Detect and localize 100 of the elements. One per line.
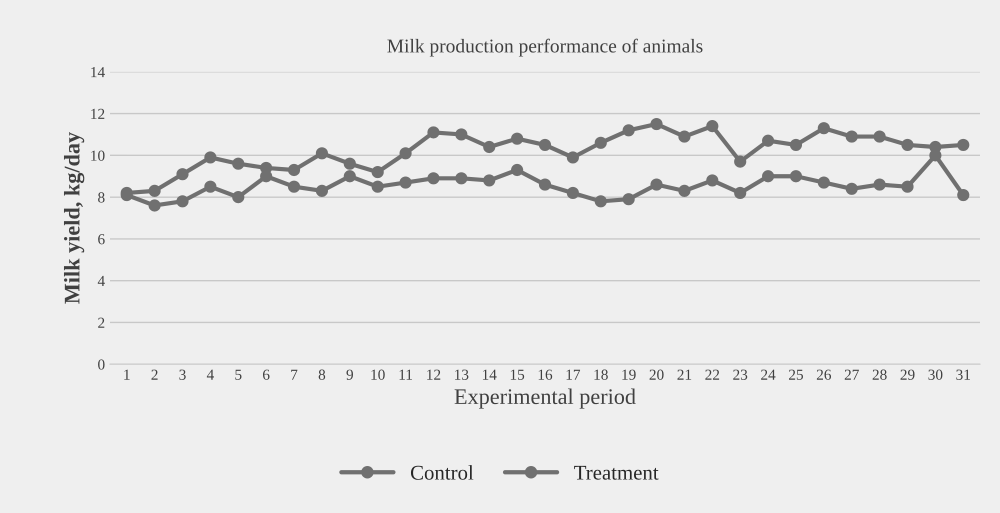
y-tick-label: 8 (98, 192, 105, 203)
point (344, 170, 356, 182)
point (957, 188, 970, 202)
point (650, 118, 663, 130)
x-tick-label: 12 (427, 370, 440, 380)
x-tick-label: 9 (346, 370, 353, 380)
point (678, 184, 690, 197)
y-tick-label: 0 (98, 359, 105, 370)
point (790, 138, 802, 151)
x-tick-label: 3 (179, 370, 186, 380)
x-tick-label: 22 (705, 370, 720, 380)
point (762, 170, 774, 182)
point (566, 151, 579, 164)
point (622, 124, 635, 136)
legend-label: Control (410, 465, 474, 480)
point (874, 130, 886, 143)
x-tick-label: 30 (928, 370, 942, 380)
point (874, 178, 886, 191)
point (622, 193, 635, 206)
point (901, 138, 914, 151)
x-tick-label: 26 (816, 370, 832, 380)
point (734, 156, 746, 168)
point (148, 199, 161, 212)
x-tick-label: 31 (956, 370, 970, 380)
point (316, 184, 328, 197)
point (400, 176, 412, 189)
point (427, 126, 440, 138)
point (288, 164, 300, 176)
point (734, 186, 746, 200)
x-tick-label: 27 (844, 370, 859, 380)
point (232, 191, 244, 204)
point (818, 176, 830, 189)
point (204, 151, 216, 164)
y-axis-title: Milk yield, kg/day (64, 132, 84, 304)
point (846, 182, 858, 195)
point (957, 138, 970, 151)
point (706, 174, 718, 187)
x-tick-label: 23 (733, 370, 748, 380)
x-tick-label: 24 (761, 370, 776, 380)
point (455, 128, 468, 141)
x-tick-label: 15 (510, 370, 524, 380)
x-tick-label: 13 (455, 370, 468, 380)
point (483, 140, 496, 154)
y-tick-label: 12 (91, 108, 104, 119)
point (176, 195, 189, 208)
point (790, 170, 802, 182)
point (483, 174, 496, 187)
point (372, 180, 384, 193)
x-axis-title: Experimental period (454, 388, 636, 409)
x-tick-label: 1 (124, 370, 130, 380)
y-tick-label: 14 (91, 67, 105, 78)
y-tick-label: 4 (98, 276, 105, 286)
x-tick-label: 11 (400, 370, 412, 380)
x-tick-label: 10 (371, 370, 385, 380)
point (818, 122, 830, 134)
x-tick-label: 20 (650, 370, 664, 380)
point (204, 180, 216, 193)
y-tick-label: 10 (91, 150, 105, 161)
x-tick-label: 18 (594, 370, 608, 380)
point (594, 195, 607, 208)
legend-label: Treatment (574, 466, 659, 480)
point (400, 147, 412, 160)
point (511, 164, 524, 176)
x-tick-label: 6 (262, 370, 270, 380)
point (706, 120, 718, 132)
x-tick-label: 19 (622, 370, 636, 380)
x-tick-label: 29 (900, 370, 915, 380)
point (538, 178, 552, 191)
point (762, 134, 774, 147)
x-tick-label: 8 (318, 370, 326, 380)
x-tick-label: 28 (872, 370, 887, 380)
point (176, 168, 189, 180)
point (372, 166, 384, 178)
point (344, 158, 356, 170)
y-tick-label: 2 (98, 318, 104, 328)
point (678, 130, 690, 143)
point (455, 172, 468, 184)
point (288, 180, 300, 193)
point (846, 130, 858, 143)
x-tick-label: 14 (482, 370, 497, 380)
point (511, 132, 524, 145)
point (316, 147, 328, 160)
x-tick-label: 16 (538, 370, 552, 380)
x-tick-label: 4 (206, 370, 214, 380)
x-tick-label: 5 (235, 370, 242, 380)
point (901, 180, 914, 193)
point (232, 158, 244, 170)
chart-title: Milk production performance of animals (387, 38, 703, 57)
point (594, 136, 607, 149)
x-tick-label: 2 (151, 370, 158, 380)
x-tick-label: 7 (291, 370, 298, 380)
x-tick-label: 25 (788, 370, 804, 380)
point (148, 184, 161, 197)
x-tick-label: 17 (566, 370, 580, 380)
point (427, 172, 440, 184)
y-tick-label: 6 (98, 234, 105, 244)
point (538, 138, 552, 151)
x-tick-label: 21 (677, 370, 692, 380)
point (566, 186, 579, 200)
point (650, 178, 663, 191)
